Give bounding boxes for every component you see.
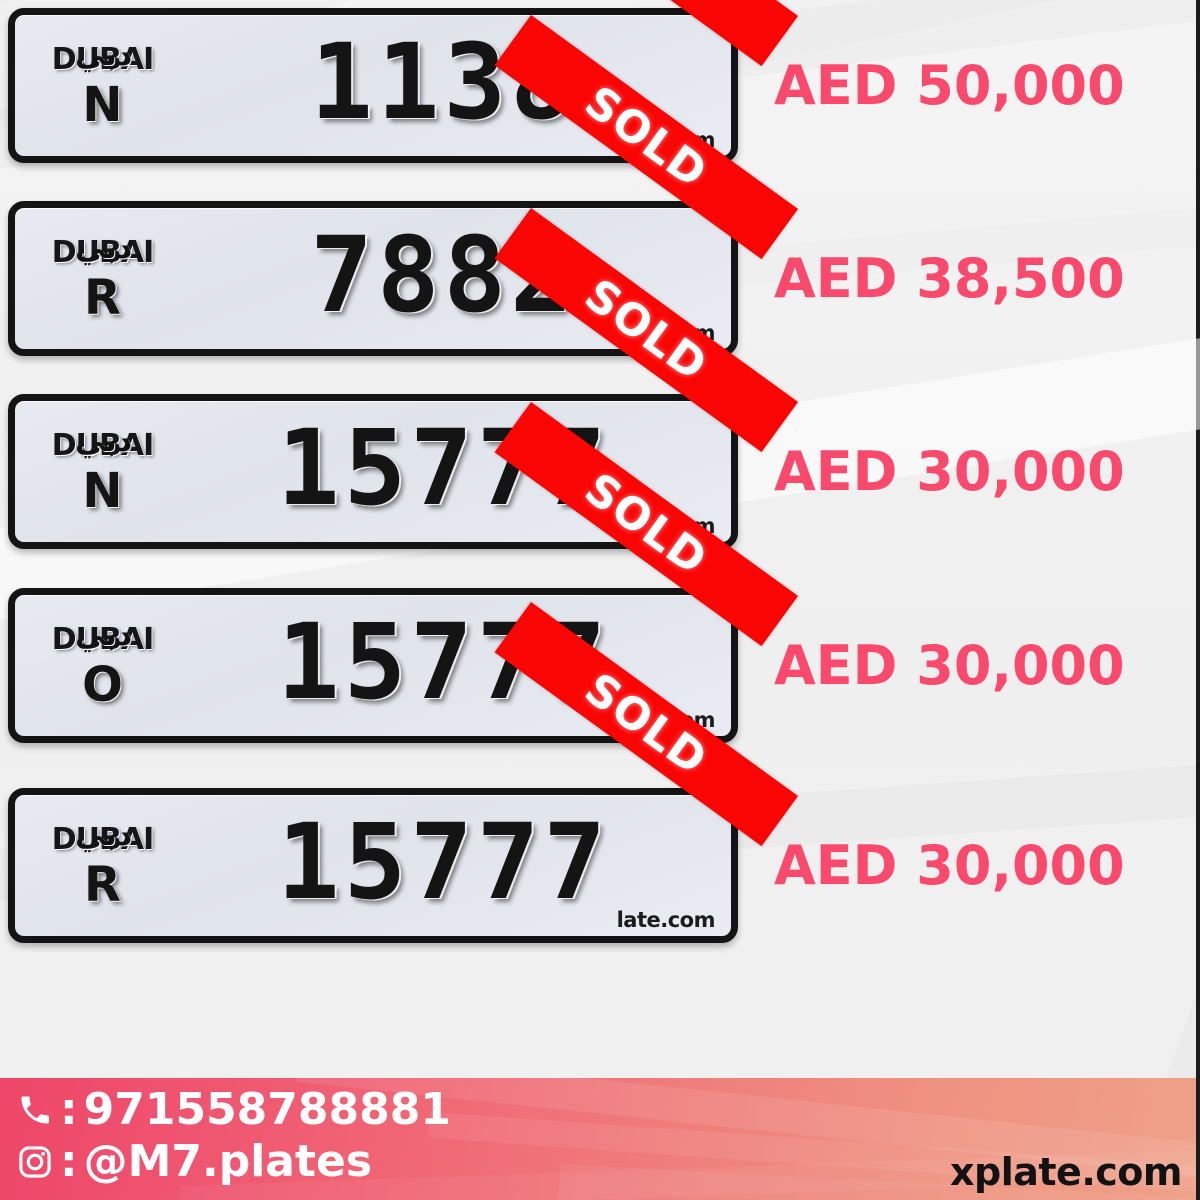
phone-number: 971558788881 (83, 1084, 451, 1135)
plate-price: AED 30,000 (774, 439, 1125, 503)
license-plate: DUBAI دبي R 15777 late.com (8, 787, 738, 943)
instagram-separator: : (60, 1135, 78, 1187)
emirate-latin-text: DUBAI (51, 822, 155, 857)
emirate-arabic-text: دبي (75, 38, 133, 73)
contact-block: : 971558788881 : @M7.plates (14, 1084, 451, 1188)
instagram-icon (14, 1141, 56, 1183)
emirate-name: DUBAI دبي (51, 427, 155, 463)
plate-left-section: DUBAI دبي N (15, 15, 190, 156)
emirate-name: DUBAI دبي (51, 41, 155, 77)
plate-watermark: late.com (616, 907, 716, 932)
plate-left-section: DUBAI دبي R (15, 795, 190, 936)
plate-code-letter: O (82, 657, 123, 713)
emirate-name: DUBAI دبي (51, 621, 155, 657)
plate-price: AED 38,500 (774, 246, 1125, 310)
plate-listing-row[interactable]: DUBAI دبي R 15777 late.com SOLD AED 30,0… (0, 601, 1200, 945)
plate-price: AED 30,000 (774, 633, 1125, 697)
plate-price: AED 30,000 (774, 833, 1125, 897)
emirate-name: DUBAI دبي (51, 821, 155, 857)
instagram-handle: @M7.plates (83, 1135, 373, 1187)
plate-card[interactable]: DUBAI دبي R 15777 late.com SOLD (8, 601, 798, 943)
plate-left-section: DUBAI دبي N (15, 401, 190, 542)
emirate-latin-text: DUBAI (51, 622, 155, 657)
sold-badge-label: SOLD (576, 0, 717, 5)
plate-number: 15777 (276, 801, 611, 923)
phone-icon (14, 1089, 56, 1131)
site-url[interactable]: xplate.com (950, 1150, 1182, 1194)
emirate-arabic-text: دبي (75, 618, 133, 653)
plate-code-letter: N (82, 77, 123, 133)
emirate-arabic-text: دبي (75, 424, 133, 459)
plate-left-section: DUBAI دبي O (15, 595, 190, 736)
emirate-arabic-text: دبي (75, 818, 133, 853)
phone-contact-line[interactable]: : 971558788881 (14, 1084, 451, 1136)
emirate-latin-text: DUBAI (51, 428, 155, 463)
plate-code-letter: N (82, 463, 123, 519)
plate-code-letter: R (84, 270, 121, 326)
emirate-arabic-text: دبي (75, 231, 133, 266)
instagram-contact-line[interactable]: : @M7.plates (14, 1136, 451, 1188)
emirate-name: DUBAI دبي (51, 234, 155, 270)
plate-price: AED 50,000 (774, 53, 1125, 117)
plate-code-letter: R (84, 857, 121, 913)
contact-footer: : 971558788881 : @M7.plates xplate.com (0, 1078, 1196, 1200)
phone-separator: : (60, 1084, 78, 1135)
emirate-latin-text: DUBAI (51, 235, 155, 270)
plate-left-section: DUBAI دبي R (15, 208, 190, 349)
emirate-latin-text: DUBAI (51, 42, 155, 77)
